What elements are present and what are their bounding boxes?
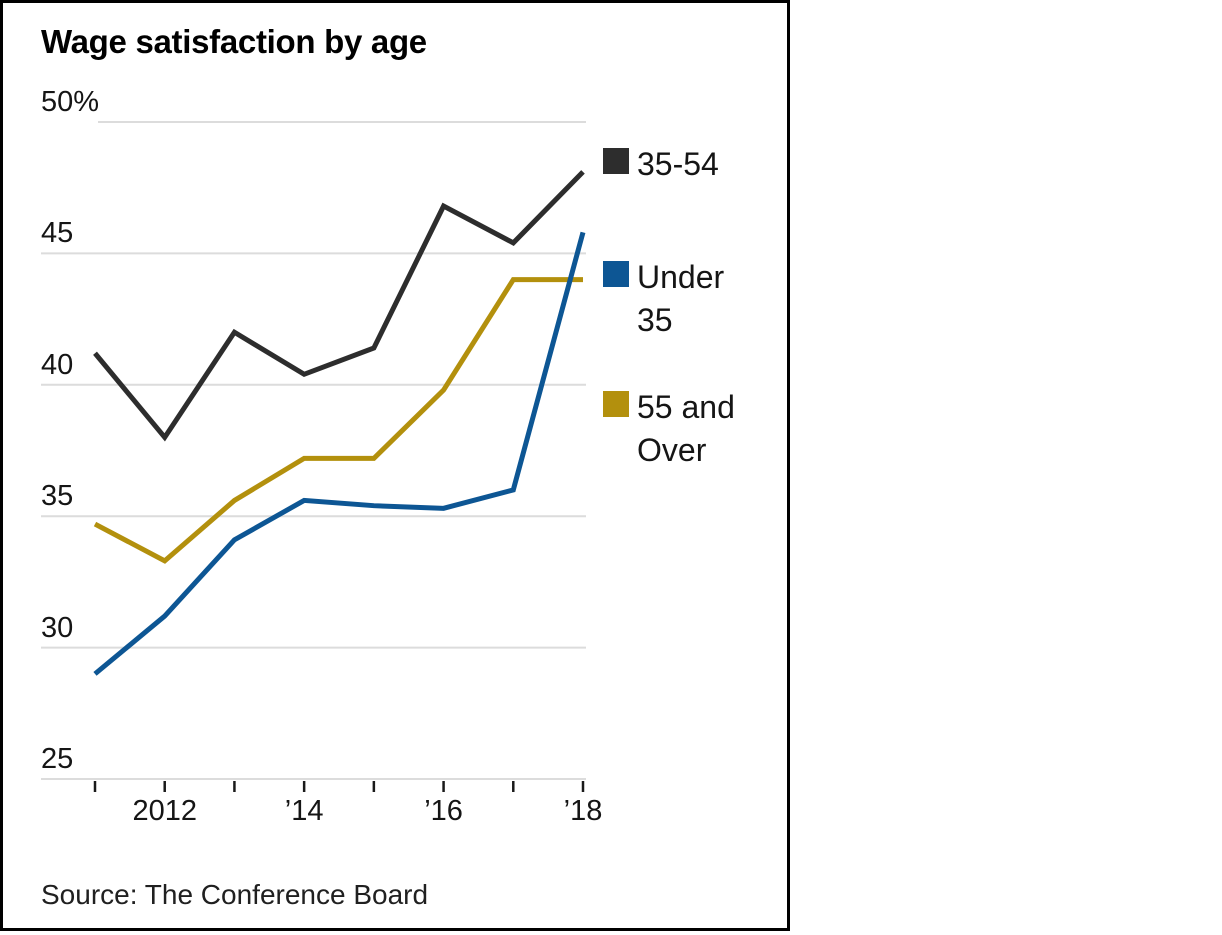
y-axis-label: 50% bbox=[41, 86, 100, 118]
x-axis-label: 2012 bbox=[132, 795, 197, 827]
y-axis-label: 35 bbox=[41, 480, 74, 513]
y-axis-label: 30 bbox=[41, 611, 74, 644]
legend-swatch-under-35 bbox=[603, 261, 629, 287]
y-axis-label: 45 bbox=[41, 217, 74, 250]
chart-title: Wage satisfaction by age bbox=[41, 23, 427, 60]
chart-card: Wage satisfaction by age 25 30 35 40 45 50% 2… bbox=[0, 0, 790, 931]
source-note: Source: The Conference Board bbox=[41, 879, 429, 910]
y-axis-label: 40 bbox=[41, 348, 74, 381]
series-line-55-and-over bbox=[93, 277, 583, 564]
legend-item-55-and-over: 55 and Over bbox=[603, 386, 765, 472]
y-axis-label: 25 bbox=[41, 743, 74, 775]
series-line-35-54 bbox=[93, 170, 585, 442]
legend-item-under-35: Under 35 bbox=[603, 256, 765, 342]
series-line-under-35 bbox=[93, 231, 586, 676]
legend-label-35-54: 35-54 bbox=[637, 146, 719, 182]
x-axis-label: ’16 bbox=[424, 795, 463, 827]
x-axis-label: ’18 bbox=[563, 795, 603, 827]
legend-swatch-55-and-over bbox=[603, 391, 629, 417]
legend-item-35-54: 35-54 bbox=[603, 143, 765, 186]
legend-label-under-35: Under 35 bbox=[637, 259, 725, 338]
legend-label-55-and-over: 55 and Over bbox=[637, 389, 735, 468]
x-axis-label: ’14 bbox=[284, 795, 324, 827]
legend-swatch-35-54 bbox=[603, 148, 629, 174]
line-chart-plot bbox=[41, 121, 586, 792]
